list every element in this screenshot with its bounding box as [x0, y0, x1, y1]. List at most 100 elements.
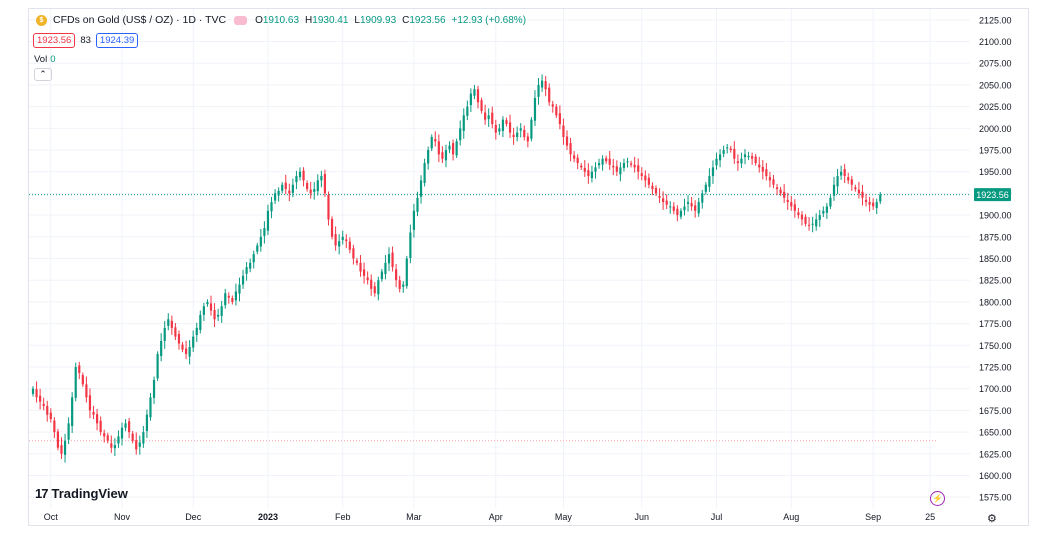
candle-body — [804, 216, 807, 224]
candle — [815, 213, 818, 231]
candle-body — [644, 175, 647, 181]
candle-body — [167, 319, 170, 326]
candle-body — [875, 202, 878, 208]
candle-body — [209, 303, 213, 311]
candle-body — [797, 212, 800, 216]
candle — [694, 200, 697, 218]
candle-body — [583, 167, 586, 172]
candle — [537, 77, 540, 105]
candle — [644, 170, 647, 188]
candle — [88, 388, 92, 419]
candle-body — [783, 191, 786, 198]
candle-body — [402, 284, 405, 287]
candle — [476, 85, 480, 109]
candle — [117, 430, 120, 448]
candle-body — [626, 161, 629, 163]
candle — [430, 134, 433, 152]
candle — [601, 155, 604, 171]
candle — [174, 323, 177, 341]
tradingview-icon: 17 — [35, 486, 49, 501]
candle-body — [316, 180, 319, 192]
candle — [202, 302, 205, 321]
price-tick-label: 2025.00 — [979, 102, 1012, 112]
volume-label[interactable]: Vol — [34, 54, 48, 65]
gear-icon[interactable]: ⚙ — [987, 513, 997, 525]
sell-button[interactable]: 1923.56 — [33, 33, 76, 48]
candle-body — [722, 150, 725, 154]
candle — [195, 322, 198, 342]
candle — [683, 198, 686, 216]
candle-body — [202, 306, 205, 315]
candle-body — [217, 314, 220, 317]
price-tick-label: 1850.00 — [979, 254, 1012, 264]
candle-body — [455, 141, 458, 156]
candle — [622, 158, 626, 172]
candle-body — [615, 166, 618, 172]
candle-body — [605, 158, 608, 162]
price-axis[interactable]: 2125.00 2100.00 2075.00 2050.00 2025.00 2000.… — [979, 15, 1012, 502]
buy-button[interactable]: 1924.39 — [95, 33, 139, 48]
candle — [758, 156, 761, 173]
candle-body — [302, 170, 305, 181]
price-tick-label: 1725.00 — [979, 362, 1012, 372]
price-tick-label: 2100.00 — [979, 37, 1012, 47]
candle — [555, 104, 558, 118]
candle-body — [743, 154, 747, 158]
collapse-legend-button[interactable]: ⌃ — [34, 68, 52, 81]
candle-body — [772, 179, 775, 185]
candle — [370, 274, 373, 296]
candle — [135, 432, 138, 455]
candle-body — [473, 89, 476, 96]
candle-body — [640, 173, 643, 177]
candle-body — [501, 119, 505, 131]
candle-body — [81, 375, 84, 385]
candle — [637, 158, 640, 180]
candle-body — [548, 87, 551, 103]
lightning-icon[interactable]: ⚡ — [930, 491, 945, 506]
candle-body — [811, 223, 814, 225]
candle — [113, 438, 116, 457]
candle — [284, 174, 287, 195]
candle — [676, 205, 679, 222]
candle — [597, 158, 601, 169]
market-status-icon[interactable] — [234, 15, 248, 25]
candle-body — [523, 129, 526, 138]
candle-body — [67, 423, 70, 440]
candles — [31, 74, 882, 463]
candle — [565, 130, 569, 151]
chart-frame — [28, 8, 1029, 526]
candle-body — [576, 157, 579, 164]
candle — [651, 182, 654, 196]
candle-body — [46, 406, 49, 415]
candle — [142, 425, 145, 448]
price-tick-label: 2000.00 — [979, 124, 1012, 134]
candle-body — [608, 158, 611, 165]
candle-body — [519, 128, 522, 131]
grid-lines — [29, 9, 970, 508]
time-axis[interactable]: Oct Nov Dec 2023 Feb Mar Apr May Jun Jul Aug Sep 25 — [44, 512, 935, 522]
candle — [718, 149, 722, 168]
candle — [551, 100, 554, 113]
candle — [608, 150, 611, 170]
candle — [220, 301, 223, 323]
symbol-title[interactable]: CFDs on Gold (US$ / OZ) · 1D · TVC — [53, 14, 227, 26]
time-tick-label: Sep — [865, 512, 881, 522]
candle-body — [594, 167, 597, 172]
candle-body — [266, 210, 270, 231]
candle — [533, 90, 537, 126]
price-tick-label: 2050.00 — [979, 80, 1012, 90]
candle — [864, 193, 868, 207]
candle-body — [480, 100, 483, 111]
tradingview-logo[interactable]: 17 TradingView — [35, 486, 128, 501]
candle-body — [779, 189, 782, 194]
candle-body — [683, 206, 686, 211]
candle — [726, 143, 729, 154]
candle-body — [263, 228, 266, 236]
candle-body — [622, 163, 626, 168]
candle — [501, 116, 505, 138]
candle — [665, 194, 668, 210]
candle-body — [491, 112, 494, 124]
candle — [234, 283, 238, 306]
candle-body — [284, 182, 287, 190]
